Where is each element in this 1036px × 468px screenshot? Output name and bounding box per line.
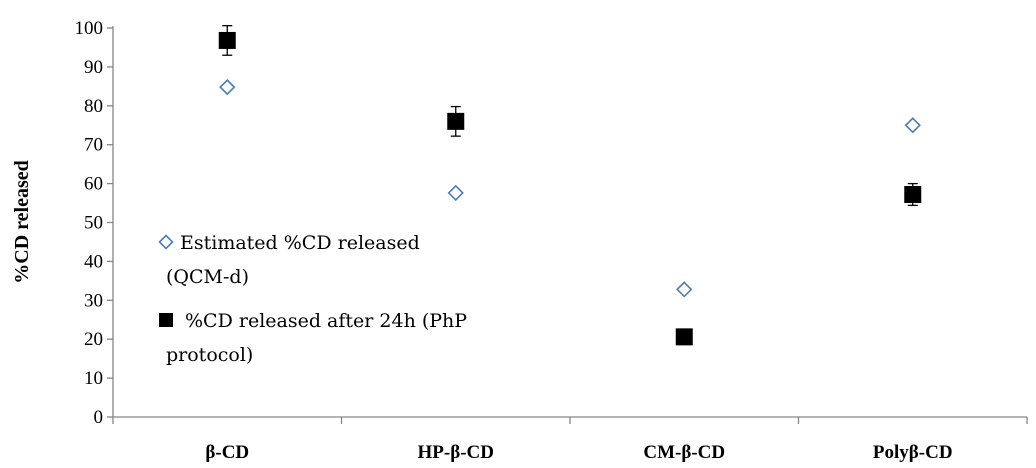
legend-label: (QCM-d) [166, 266, 249, 288]
point-series-0 [219, 78, 236, 96]
y-tick-label: 70 [84, 135, 103, 156]
y-tick-label: 20 [84, 329, 103, 350]
legend-marker-0 [158, 234, 174, 250]
legend-label: Estimated %CD released [180, 232, 420, 254]
y-axis-title: %CD released [11, 160, 33, 284]
y-tick-label: 30 [84, 290, 103, 311]
y-tick-label: 90 [84, 57, 103, 78]
legend: Estimated %CD released (QCM-d) %CD release… [158, 232, 467, 366]
y-tick-label: 40 [84, 251, 103, 272]
data-marks [218, 25, 922, 346]
y-tick-label: 60 [84, 174, 103, 195]
x-category-label: HP-β-CD [418, 442, 495, 463]
y-tick-label: 0 [94, 407, 104, 428]
point-series-1 [447, 112, 465, 130]
point-series-1 [218, 31, 236, 49]
x-category-label: Polyβ-CD [873, 442, 953, 463]
y-tick-label: 80 [84, 96, 103, 117]
point-series-0 [447, 184, 464, 202]
legend-label: protocol) [166, 344, 253, 366]
point-series-1 [904, 185, 922, 203]
point-series-0 [904, 117, 921, 134]
x-category-label: CM-β-CD [643, 442, 725, 463]
point-series-0 [676, 281, 693, 298]
axes: 0 10 20 30 40 50 60 70 80 90 100 β-CD HP-β-CD CM-β-CD… [75, 18, 1028, 463]
legend-marker-1 [159, 313, 173, 327]
legend-label: %CD released after 24h (PhP [185, 310, 467, 332]
y-tick-label: 100 [75, 18, 104, 39]
y-tick-label: 50 [84, 213, 103, 234]
y-tick-label: 10 [84, 368, 103, 389]
point-series-1 [675, 328, 693, 346]
x-category-label: β-CD [205, 442, 249, 463]
